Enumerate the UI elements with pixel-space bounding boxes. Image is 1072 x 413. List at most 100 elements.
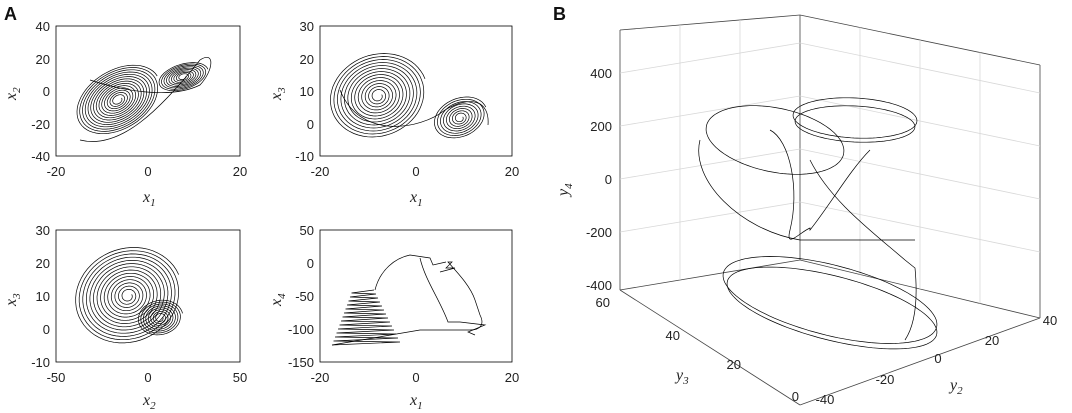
grid-line bbox=[619, 95, 801, 127]
subplot-x3-vs-x2: 30 20 10 0 -10 -50 0 50 x2 x3 bbox=[3, 223, 247, 412]
y-tick: -100 bbox=[288, 322, 314, 337]
y-tick: -10 bbox=[295, 149, 314, 164]
y-tick: -40 bbox=[31, 149, 50, 164]
z-tick: 200 bbox=[590, 119, 612, 134]
y-axis-label: x3 bbox=[268, 87, 288, 101]
y3-axis-label: y3 bbox=[674, 367, 689, 387]
z-axis-label: y4 bbox=[555, 183, 575, 198]
x-tick: 20 bbox=[505, 370, 519, 385]
y-tick: 20 bbox=[300, 52, 314, 67]
subplot-x2-vs-x1: 40 20 0 -20 -40 -20 0 20 x1 x2 bbox=[3, 19, 247, 209]
trajectory-bridge bbox=[339, 89, 489, 127]
x-tick: -20 bbox=[47, 164, 66, 179]
trajectory-lobe-right bbox=[434, 96, 487, 139]
x-tick: -50 bbox=[47, 370, 66, 385]
y-tick: -20 bbox=[31, 117, 50, 132]
trajectory-loop bbox=[792, 97, 918, 139]
y-tick: 0 bbox=[307, 117, 314, 132]
y-tick: -50 bbox=[295, 289, 314, 304]
x-tick: 20 bbox=[233, 164, 247, 179]
x-tick: -20 bbox=[311, 370, 330, 385]
subplot-frame bbox=[319, 25, 513, 157]
panel-letter-a: A bbox=[4, 4, 17, 24]
y-axis-label: x3 bbox=[3, 293, 23, 307]
grid-line bbox=[619, 201, 801, 233]
trajectory-bridge bbox=[79, 57, 212, 142]
trajectory-lobe-right bbox=[158, 62, 209, 92]
y-tick: 10 bbox=[36, 289, 50, 304]
y3-tick: 60 bbox=[596, 295, 610, 310]
trajectory-3d bbox=[698, 97, 938, 350]
z-tick: 400 bbox=[590, 66, 612, 81]
y-tick: 0 bbox=[43, 84, 50, 99]
z-tick: 0 bbox=[605, 172, 612, 187]
3d-box-edge bbox=[619, 259, 801, 291]
trajectory-arc bbox=[374, 254, 447, 291]
subplot-frame bbox=[55, 25, 241, 157]
z-tick: -400 bbox=[586, 278, 612, 293]
x-tick: -20 bbox=[311, 164, 330, 179]
panel-letter-b: B bbox=[553, 4, 566, 24]
subplot-frame bbox=[55, 229, 241, 363]
y2-tick: 0 bbox=[934, 351, 941, 366]
y-axis-label: x2 bbox=[3, 87, 23, 101]
y2-tick: -40 bbox=[816, 392, 835, 407]
y3-tick: 20 bbox=[727, 357, 741, 372]
y2-tick: -20 bbox=[876, 372, 895, 387]
trajectory-tail bbox=[419, 257, 487, 336]
3d-box-edge bbox=[619, 14, 801, 31]
trajectory-x3-x1 bbox=[330, 53, 489, 139]
x-axis-label: x1 bbox=[409, 189, 423, 209]
x-axis-label: x1 bbox=[409, 392, 423, 412]
z-tick: -200 bbox=[586, 225, 612, 240]
trajectory-lobe-left bbox=[75, 247, 180, 344]
y-tick: 30 bbox=[36, 223, 50, 238]
y-tick: -10 bbox=[31, 355, 50, 370]
subplot-x4-vs-x1: 50 0 -50 -100 -150 -20 0 20 x1 x4 bbox=[268, 223, 519, 412]
x-tick: 0 bbox=[144, 164, 151, 179]
y-tick: 10 bbox=[300, 84, 314, 99]
y3-tick: 0 bbox=[792, 389, 799, 404]
3d-grid bbox=[619, 14, 1041, 406]
trajectory-connector bbox=[769, 129, 871, 240]
trajectory-loop bbox=[722, 256, 938, 344]
y2-tick: 20 bbox=[985, 333, 999, 348]
trajectory-loop bbox=[726, 266, 938, 350]
trajectory-connector bbox=[809, 159, 917, 341]
y-tick: 50 bbox=[300, 223, 314, 238]
y3-tick: 40 bbox=[666, 328, 680, 343]
trajectory-x2-x1 bbox=[76, 57, 212, 142]
trajectory-lobe-left bbox=[330, 53, 426, 138]
y-tick: 0 bbox=[307, 256, 314, 271]
trajectory-oscillation bbox=[331, 289, 401, 346]
y2-tick: 40 bbox=[1043, 313, 1057, 328]
panel-b-3d-plot: 400 200 0 -200 -400 60 40 20 0 -40 -20 0… bbox=[555, 14, 1057, 407]
y-tick: 40 bbox=[36, 19, 50, 34]
x-axis-label: x1 bbox=[142, 189, 156, 209]
trajectory-x3-x2 bbox=[75, 247, 183, 344]
subplot-x3-vs-x1: 30 20 10 0 -10 -20 0 20 x1 x3 bbox=[268, 19, 519, 209]
x-tick: 0 bbox=[412, 164, 419, 179]
trajectory-connector bbox=[698, 139, 915, 241]
trajectory-x4-x1 bbox=[331, 254, 487, 346]
trajectory-loop bbox=[794, 105, 916, 143]
x-tick: 20 bbox=[505, 164, 519, 179]
x-tick: 0 bbox=[412, 370, 419, 385]
y-tick: 20 bbox=[36, 256, 50, 271]
trajectory-lobe-right bbox=[138, 299, 183, 336]
3d-box-edge bbox=[619, 289, 801, 406]
y-tick: 0 bbox=[43, 322, 50, 337]
3d-box-edge bbox=[799, 317, 1041, 406]
grid-line bbox=[619, 42, 801, 74]
x-axis-label: x2 bbox=[142, 392, 156, 412]
x-tick: 50 bbox=[233, 370, 247, 385]
y-tick: 20 bbox=[36, 52, 50, 67]
y-tick: -150 bbox=[288, 355, 314, 370]
y-tick: 30 bbox=[300, 19, 314, 34]
trajectory-lobe-left bbox=[76, 64, 158, 135]
y-axis-label: x4 bbox=[268, 293, 288, 307]
x-tick: 0 bbox=[144, 370, 151, 385]
grid-line bbox=[619, 148, 801, 180]
y2-axis-label: y2 bbox=[948, 377, 963, 397]
